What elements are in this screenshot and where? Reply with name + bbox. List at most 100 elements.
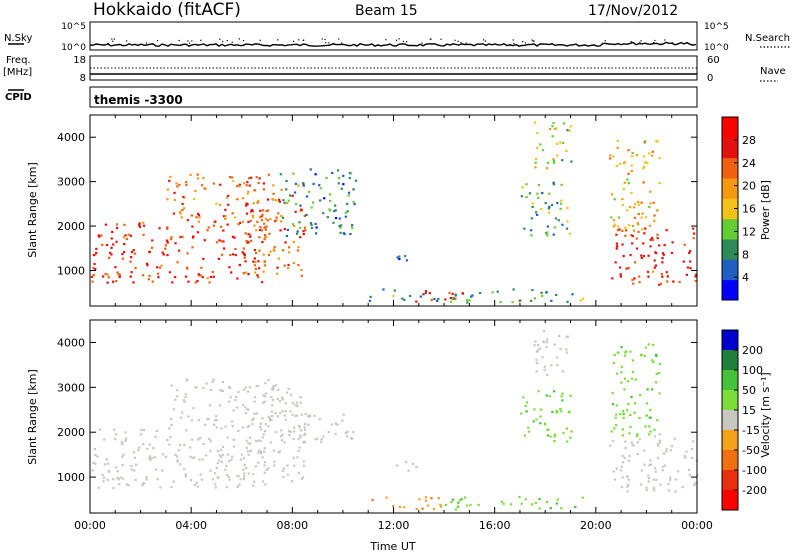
echo-cell [192, 235, 195, 238]
echo-cell [244, 386, 248, 389]
echo-cell [622, 416, 625, 419]
echo-cell [531, 202, 535, 205]
echo-cell [292, 223, 295, 226]
echo-cell [114, 438, 117, 441]
echo-cell [312, 182, 315, 186]
echo-cell [655, 355, 658, 358]
echo-cell [157, 272, 160, 275]
echo-cell [611, 439, 615, 442]
echo-cell [574, 505, 577, 509]
echo-cell [623, 161, 627, 164]
echo-cell [554, 127, 558, 130]
echo-cell [194, 189, 197, 192]
echo-cell [338, 217, 341, 220]
echo-cell [628, 224, 631, 227]
echo-cell [231, 425, 234, 428]
echo-cell [127, 233, 130, 236]
echo-cell [569, 394, 572, 397]
echo-cell [242, 272, 245, 275]
echo-cell [667, 482, 670, 485]
nsearch-point [277, 39, 279, 41]
nsearch-point [429, 38, 431, 40]
echo-cell [533, 297, 536, 300]
power-colorbar-swatch [722, 279, 738, 301]
echo-cell [308, 190, 311, 193]
freq-panel: Freq. [MHz] 18 8 60 0 Nave [3, 55, 786, 84]
echo-cell [263, 222, 266, 225]
echo-cell [620, 381, 623, 384]
echo-cell [642, 181, 645, 184]
echo-cell [243, 182, 246, 185]
echo-cell [536, 147, 539, 150]
echo-cell [315, 232, 318, 235]
echo-cell [228, 400, 231, 403]
echo-cell [166, 438, 169, 442]
power-colorbar-tick-label: 24 [742, 157, 756, 170]
echo-region [168, 378, 282, 430]
echo-cell [437, 497, 440, 500]
echo-cell [342, 232, 345, 235]
echo-cell [177, 449, 180, 452]
echo-cell [220, 240, 223, 243]
echo-cell [298, 226, 302, 229]
echo-cell [165, 239, 169, 242]
echo-cell [282, 249, 285, 252]
echo-cell [553, 226, 556, 229]
echo-cell [546, 225, 549, 228]
echo-cell [616, 225, 620, 228]
nsearch-point [531, 39, 533, 41]
echo-cell [258, 449, 261, 452]
echo-cell [101, 243, 104, 246]
echo-cell [656, 209, 659, 212]
echo-cell [660, 273, 663, 276]
echo-cell [544, 202, 547, 205]
echo-cell [170, 384, 173, 387]
echo-cell [637, 230, 640, 233]
echo-cell [621, 243, 624, 246]
echo-cell [293, 426, 296, 429]
echo-cell [234, 254, 237, 257]
echo-cell [276, 272, 279, 275]
echo-cell [352, 201, 355, 204]
echo-cell [196, 177, 200, 180]
echo-cell [262, 188, 266, 191]
echo-cell [629, 254, 632, 257]
echo-cell [437, 297, 440, 300]
echo-cell [170, 417, 173, 420]
echo-cell [168, 179, 171, 182]
echo-cell [645, 489, 649, 492]
nsearch-point [395, 39, 398, 41]
echo-cell [247, 273, 250, 276]
echo-cell [613, 354, 616, 357]
echo-cell [656, 419, 659, 422]
echo-cell [253, 396, 257, 399]
echo-cell [615, 165, 618, 168]
echo-cell [534, 501, 537, 505]
echo-cell [291, 413, 294, 416]
echo-cell [451, 292, 454, 295]
echo-cell [304, 432, 307, 435]
echo-cell [336, 169, 340, 172]
power-colorbar-tick-label: 12 [742, 225, 756, 238]
echo-cell [623, 377, 627, 380]
velocity-colorbar-swatch [722, 370, 738, 391]
echo-cell [342, 413, 345, 416]
echo-cell [273, 460, 276, 463]
echo-cell [568, 129, 571, 132]
echo-cell [142, 442, 145, 446]
echo-cell [108, 256, 111, 259]
echo-cell [249, 436, 252, 439]
echo-cell [274, 412, 277, 415]
echo-cell [262, 253, 265, 256]
echo-cell [285, 234, 289, 238]
nsearch-point [398, 38, 400, 40]
echo-cell [665, 450, 668, 453]
echo-cell [610, 193, 614, 196]
echo-cell [221, 381, 224, 384]
echo-cell [214, 483, 217, 486]
echo-cell [275, 219, 278, 222]
nave-tick-high: 60 [707, 55, 720, 66]
echo-cell [181, 235, 184, 238]
